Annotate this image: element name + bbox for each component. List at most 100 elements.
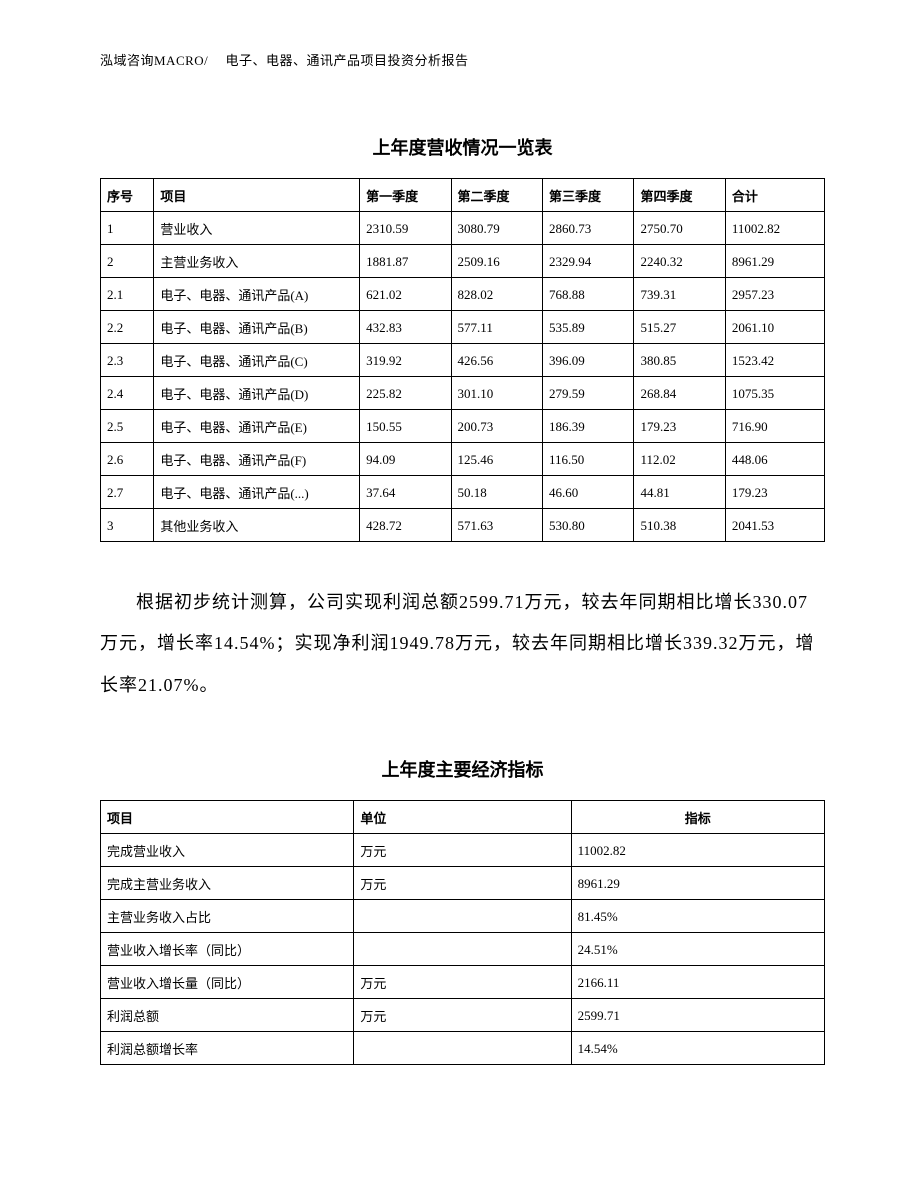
table-cell: 8961.29 [571,867,824,900]
table-cell: 主营业务收入占比 [101,900,354,933]
table-cell: 万元 [354,834,571,867]
table-cell: 利润总额增长率 [101,1032,354,1065]
table-cell: 426.56 [451,344,542,377]
table-row: 2.5电子、电器、通讯产品(E)150.55200.73186.39179.23… [101,410,825,443]
table-cell: 1881.87 [360,245,451,278]
table-cell: 81.45% [571,900,824,933]
table-cell: 150.55 [360,410,451,443]
table-cell: 24.51% [571,933,824,966]
table-cell: 179.23 [725,476,824,509]
table-row: 完成营业收入万元11002.82 [101,834,825,867]
table-row: 2.2电子、电器、通讯产品(B)432.83577.11535.89515.27… [101,311,825,344]
table-cell: 2041.53 [725,509,824,542]
table-cell: 515.27 [634,311,725,344]
table-cell: 万元 [354,999,571,1032]
table-cell: 完成营业收入 [101,834,354,867]
table-cell: 116.50 [543,443,634,476]
table-cell: 112.02 [634,443,725,476]
table-cell: 完成主营业务收入 [101,867,354,900]
table-header-cell: 序号 [101,179,154,212]
table-cell: 2329.94 [543,245,634,278]
table-cell: 2240.32 [634,245,725,278]
table-cell: 301.10 [451,377,542,410]
summary-paragraph: 根据初步统计测算，公司实现利润总额2599.71万元，较去年同期相比增长330.… [100,582,825,706]
table-cell: 电子、电器、通讯产品(B) [154,311,360,344]
table-row: 2.3电子、电器、通讯产品(C)319.92426.56396.09380.85… [101,344,825,377]
table-cell: 万元 [354,966,571,999]
table-header-row: 序号 项目 第一季度 第二季度 第三季度 第四季度 合计 [101,179,825,212]
table-row: 2.7电子、电器、通讯产品(...)37.6450.1846.6044.8117… [101,476,825,509]
table-cell: 2166.11 [571,966,824,999]
table2-title: 上年度主要经济指标 [100,756,825,782]
table-cell: 2.7 [101,476,154,509]
table-cell: 571.63 [451,509,542,542]
table-cell: 125.46 [451,443,542,476]
table-cell: 828.02 [451,278,542,311]
table-cell: 2.3 [101,344,154,377]
table-cell: 电子、电器、通讯产品(C) [154,344,360,377]
table-row: 利润总额万元2599.71 [101,999,825,1032]
table-cell: 其他业务收入 [154,509,360,542]
table-cell: 2.1 [101,278,154,311]
table-cell: 37.64 [360,476,451,509]
table-cell: 营业收入增长量（同比） [101,966,354,999]
table-cell: 200.73 [451,410,542,443]
table1-title: 上年度营收情况一览表 [100,134,825,160]
table-cell: 2509.16 [451,245,542,278]
table-cell: 530.80 [543,509,634,542]
table-cell: 2061.10 [725,311,824,344]
table-cell: 432.83 [360,311,451,344]
table-cell: 电子、电器、通讯产品(E) [154,410,360,443]
table-header-cell: 第四季度 [634,179,725,212]
table-cell: 2599.71 [571,999,824,1032]
table-cell: 535.89 [543,311,634,344]
header-note: 泓域咨询MACRO/ 电子、电器、通讯产品项目投资分析报告 [100,50,825,69]
table-cell: 179.23 [634,410,725,443]
table-cell: 2.6 [101,443,154,476]
table-cell: 768.88 [543,278,634,311]
table-cell: 主营业务收入 [154,245,360,278]
table-cell: 营业收入 [154,212,360,245]
table-cell: 396.09 [543,344,634,377]
table-cell: 2.4 [101,377,154,410]
table-header-cell: 单位 [354,801,571,834]
table-cell: 万元 [354,867,571,900]
table-cell: 利润总额 [101,999,354,1032]
table-header-cell: 项目 [101,801,354,834]
table-cell [354,900,571,933]
table-cell: 186.39 [543,410,634,443]
table-cell: 营业收入增长率（同比） [101,933,354,966]
table-cell: 380.85 [634,344,725,377]
table-cell: 739.31 [634,278,725,311]
table-cell: 448.06 [725,443,824,476]
table-cell: 279.59 [543,377,634,410]
table-cell: 电子、电器、通讯产品(D) [154,377,360,410]
table-cell: 11002.82 [725,212,824,245]
table-cell: 716.90 [725,410,824,443]
table-cell: 319.92 [360,344,451,377]
table-cell: 3080.79 [451,212,542,245]
table-header-cell: 合计 [725,179,824,212]
table-cell: 621.02 [360,278,451,311]
table-cell: 1075.35 [725,377,824,410]
table-cell: 2860.73 [543,212,634,245]
table-cell: 2310.59 [360,212,451,245]
table-cell: 14.54% [571,1032,824,1065]
table-cell: 1523.42 [725,344,824,377]
table-header-cell: 第三季度 [543,179,634,212]
table-cell: 50.18 [451,476,542,509]
table-header-cell: 第二季度 [451,179,542,212]
table-cell: 2.2 [101,311,154,344]
table-cell: 44.81 [634,476,725,509]
table-cell [354,1032,571,1065]
table-header-row: 项目 单位 指标 [101,801,825,834]
table-cell: 8961.29 [725,245,824,278]
table-cell: 225.82 [360,377,451,410]
table-cell: 577.11 [451,311,542,344]
table-cell: 电子、电器、通讯产品(A) [154,278,360,311]
table-row: 主营业务收入占比 81.45% [101,900,825,933]
table-row: 3其他业务收入428.72571.63530.80510.382041.53 [101,509,825,542]
table-row: 利润总额增长率 14.54% [101,1032,825,1065]
table-cell: 2750.70 [634,212,725,245]
table-row: 2主营业务收入1881.872509.162329.942240.328961.… [101,245,825,278]
